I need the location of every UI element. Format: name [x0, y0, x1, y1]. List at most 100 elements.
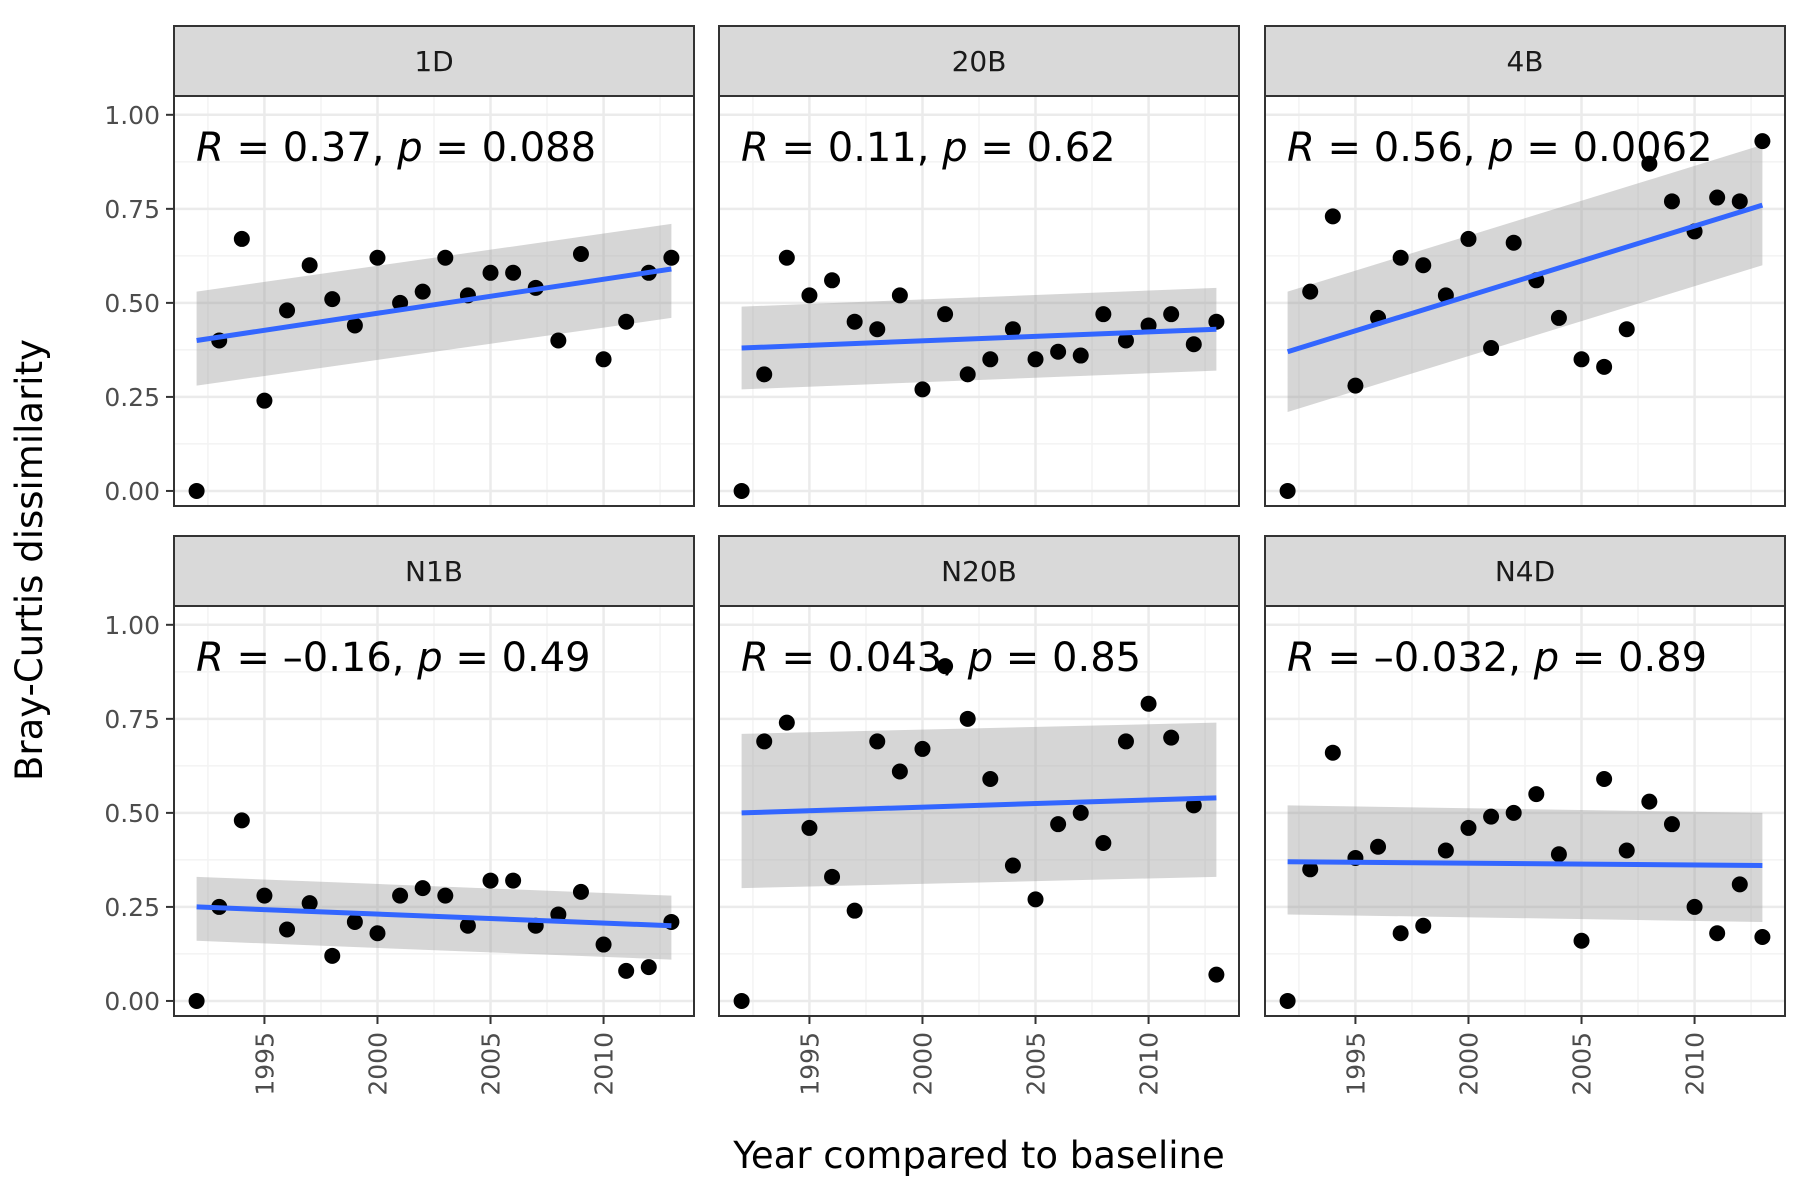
- data-point: [459, 917, 476, 934]
- data-point: [369, 249, 386, 266]
- data-point: [1709, 189, 1726, 206]
- y-tick-label: 0.00: [104, 987, 160, 1016]
- data-point: [1302, 283, 1319, 300]
- data-point: [1663, 816, 1680, 833]
- facet-label: N1B: [405, 555, 463, 588]
- data-point: [301, 895, 318, 912]
- data-point: [1208, 966, 1225, 983]
- panel-n4d: N4D R = –0.032, p = 0.89 1995 2000 2005 2010: [1264, 535, 1786, 1096]
- data-point: [233, 230, 250, 247]
- x-tick-label: 1995: [1341, 1032, 1370, 1096]
- data-point: [1004, 321, 1021, 338]
- data-point: [1573, 932, 1590, 949]
- data-point: [1415, 917, 1432, 934]
- x-tick-label: 1995: [795, 1032, 824, 1096]
- data-point: [1027, 351, 1044, 368]
- y-tick-label: 0.25: [104, 383, 160, 412]
- data-point: [1050, 816, 1067, 833]
- panel-n1b: N1B R = –0.16, p = 0.49 0.00 0.25 0.50 0.75 1.…: [104, 535, 695, 1096]
- data-point: [279, 302, 296, 319]
- data-point: [891, 287, 908, 304]
- data-point: [1415, 257, 1432, 274]
- regression-line: [1287, 859, 1763, 869]
- data-point: [733, 482, 750, 499]
- data-point: [1392, 249, 1409, 266]
- panel-border: [173, 605, 695, 1017]
- y-axis-title: Bray-Curtis dissimilarity: [8, 339, 51, 781]
- data-point: [1731, 193, 1748, 210]
- data-point: [482, 872, 499, 889]
- data-point: [1709, 925, 1726, 942]
- y-tick-label: 1.00: [104, 611, 160, 640]
- facet-strip: [1264, 25, 1786, 97]
- data-point: [1302, 861, 1319, 878]
- data-point: [595, 936, 612, 953]
- data-point: [1460, 230, 1477, 247]
- data-point: [346, 913, 363, 930]
- data-point: [1279, 992, 1296, 1009]
- data-point: [1437, 842, 1454, 859]
- data-point: [256, 392, 273, 409]
- data-point: [778, 714, 795, 731]
- data-point: [1460, 819, 1477, 836]
- panels-layer: 1D R = 0.37, p = 0.088 0.00 0.25 0.50 0.75 1.0…: [104, 25, 1786, 1096]
- data-point: [369, 925, 386, 942]
- facet-label: 1D: [414, 45, 453, 78]
- x-tick-label: 1995: [250, 1032, 279, 1096]
- regression-line: [741, 795, 1217, 816]
- panel-n20b: N20B R = 0.043, p = 0.85 1995 2000 2005 2010: [718, 535, 1240, 1096]
- y-tick-label: 0.50: [104, 799, 160, 828]
- panel-border: [1264, 95, 1786, 507]
- data-point: [572, 883, 589, 900]
- data-point: [1208, 313, 1225, 330]
- data-point: [324, 947, 341, 964]
- data-point: [437, 249, 454, 266]
- panel-border: [718, 605, 1240, 1017]
- data-point: [188, 482, 205, 499]
- panel-border: [1264, 605, 1786, 1017]
- panel-4b: 4B R = 0.56, p = 0.0062: [1264, 25, 1786, 507]
- data-point: [914, 381, 931, 398]
- data-point: [618, 313, 635, 330]
- data-point: [1505, 804, 1522, 821]
- data-point: [550, 906, 567, 923]
- data-point: [1279, 482, 1296, 499]
- data-point: [1185, 797, 1202, 814]
- x-tick-label: 2005: [1568, 1032, 1597, 1096]
- data-point: [1641, 155, 1658, 172]
- x-tick-label: 2010: [590, 1032, 619, 1096]
- data-point: [959, 710, 976, 727]
- data-point: [1163, 729, 1180, 746]
- data-point: [1324, 744, 1341, 761]
- stat-annotation: R = 0.56, p = 0.0062: [1287, 125, 1713, 171]
- regression-line: [1286, 202, 1764, 355]
- panel-border: [718, 95, 1240, 507]
- data-point: [1550, 846, 1567, 863]
- data-point: [1573, 351, 1590, 368]
- data-point: [1050, 343, 1067, 360]
- data-point: [1596, 771, 1613, 788]
- data-point: [1392, 925, 1409, 942]
- data-point: [1117, 332, 1134, 349]
- data-point: [846, 313, 863, 330]
- data-point: [869, 733, 886, 750]
- stat-annotation: R = –0.16, p = 0.49: [196, 635, 591, 681]
- regression-line: [196, 904, 672, 929]
- data-point: [550, 332, 567, 349]
- data-point: [618, 962, 635, 979]
- data-point: [505, 264, 522, 281]
- data-point: [1618, 321, 1635, 338]
- y-tick-label: 0.00: [104, 477, 160, 506]
- data-point: [482, 264, 499, 281]
- data-point: [1004, 857, 1021, 874]
- data-point: [1163, 306, 1180, 323]
- data-point: [801, 287, 818, 304]
- data-point: [982, 771, 999, 788]
- data-point: [1072, 804, 1089, 821]
- data-point: [1528, 786, 1545, 803]
- stat-annotation: R = –0.032, p = 0.89: [1287, 635, 1707, 681]
- data-point: [279, 921, 296, 938]
- data-point: [1686, 898, 1703, 915]
- y-tick-label: 0.75: [104, 195, 160, 224]
- data-point: [1027, 891, 1044, 908]
